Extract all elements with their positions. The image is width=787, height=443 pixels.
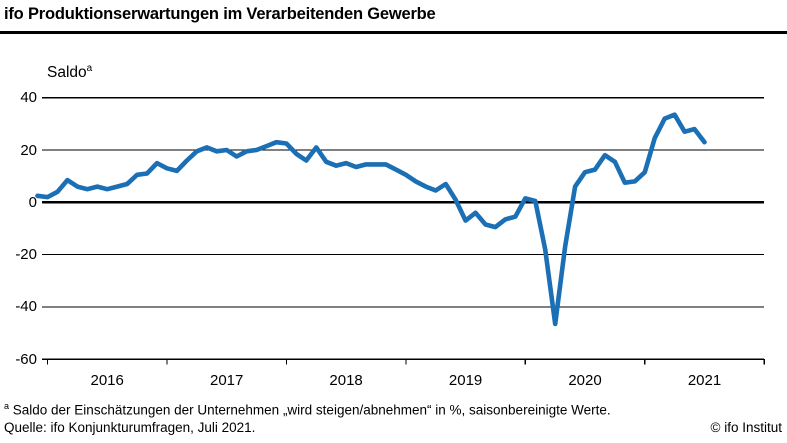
copyright-note: © ifo Institut — [710, 420, 782, 435]
x-axis-year-label: 2021 — [687, 372, 722, 389]
y-axis-title: Saldoa — [47, 63, 92, 82]
y-axis-label: -40 — [15, 298, 37, 316]
x-axis-year-label: 2017 — [210, 372, 244, 389]
footnote: a Saldo der Einschätzungen der Unternehm… — [4, 401, 611, 418]
x-axis-year-label: 2020 — [568, 372, 602, 389]
chart-title: ifo Produktionserwartungen im Verarbeite… — [4, 5, 436, 23]
source-note: Quelle: ifo Konjunkturumfragen, Juli 202… — [4, 420, 256, 435]
footnote-marker: a — [4, 401, 10, 411]
y-axis-label: 40 — [20, 89, 37, 107]
y-axis-label: 0 — [28, 193, 37, 211]
title-divider — [0, 31, 787, 34]
series-line — [35, 112, 707, 327]
x-axis-year-label: 2016 — [90, 372, 124, 389]
y-axis-title-marker: a — [86, 63, 93, 74]
y-axis-title-text: Saldo — [47, 64, 87, 82]
y-axis-label: -20 — [15, 246, 37, 264]
y-axis-label: -60 — [15, 350, 37, 368]
y-axis-label: 20 — [20, 141, 37, 159]
footnote-text: Saldo der Einschätzungen der Unternehmen… — [9, 402, 611, 418]
x-axis-year-label: 2019 — [448, 372, 483, 389]
x-axis-year-label: 2018 — [329, 372, 363, 389]
